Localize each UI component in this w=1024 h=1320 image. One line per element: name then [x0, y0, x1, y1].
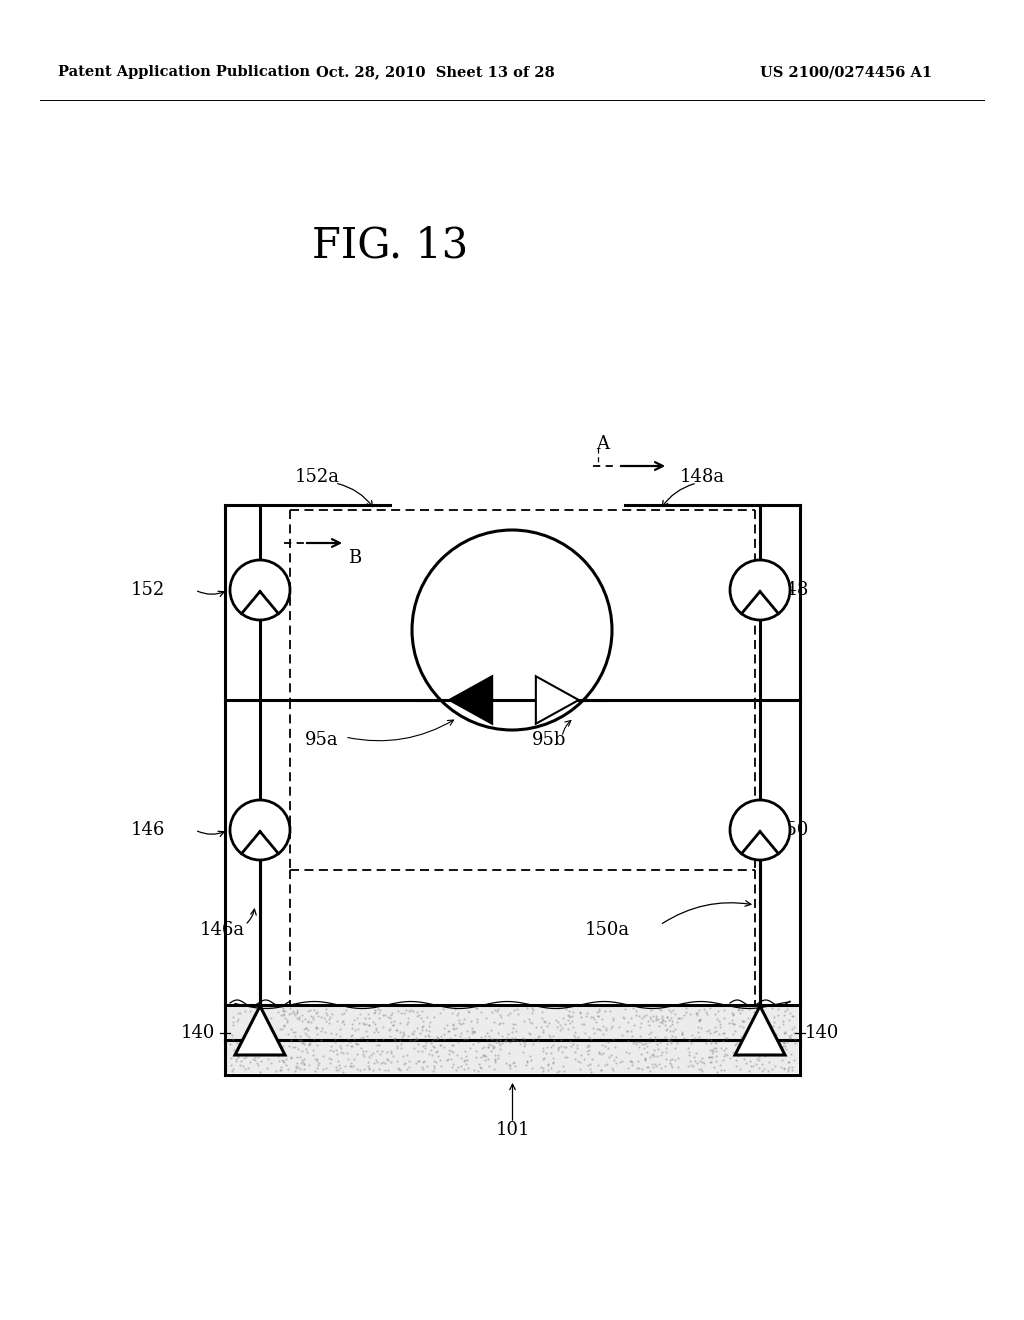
Circle shape [730, 560, 790, 620]
Bar [227, 1007, 798, 1073]
Text: A: A [596, 436, 609, 453]
Text: 148a: 148a [680, 469, 725, 486]
Text: 152a: 152a [295, 469, 340, 486]
Text: US 2100/0274456 A1: US 2100/0274456 A1 [760, 65, 932, 79]
Circle shape [230, 800, 290, 861]
Text: 140: 140 [180, 1024, 215, 1041]
Text: 95a: 95a [305, 731, 339, 748]
Text: 150a: 150a [585, 921, 630, 939]
Text: B: B [348, 549, 361, 568]
Text: 146: 146 [131, 821, 165, 840]
Text: 95b: 95b [532, 731, 566, 748]
Text: 146a: 146a [200, 921, 245, 939]
Text: Patent Application Publication: Patent Application Publication [58, 65, 310, 79]
Text: Oct. 28, 2010  Sheet 13 of 28: Oct. 28, 2010 Sheet 13 of 28 [315, 65, 554, 79]
Text: 152: 152 [131, 581, 165, 599]
Polygon shape [450, 676, 493, 723]
Text: 150: 150 [775, 821, 809, 840]
Polygon shape [234, 1006, 285, 1055]
Text: 148: 148 [775, 581, 809, 599]
Circle shape [412, 531, 612, 730]
Text: 140: 140 [805, 1024, 840, 1041]
Polygon shape [735, 1006, 785, 1055]
Text: FIG. 13: FIG. 13 [312, 224, 468, 267]
Circle shape [730, 800, 790, 861]
Text: 94: 94 [524, 544, 547, 562]
Circle shape [230, 560, 290, 620]
Text: 101: 101 [496, 1121, 529, 1139]
Polygon shape [536, 676, 579, 723]
